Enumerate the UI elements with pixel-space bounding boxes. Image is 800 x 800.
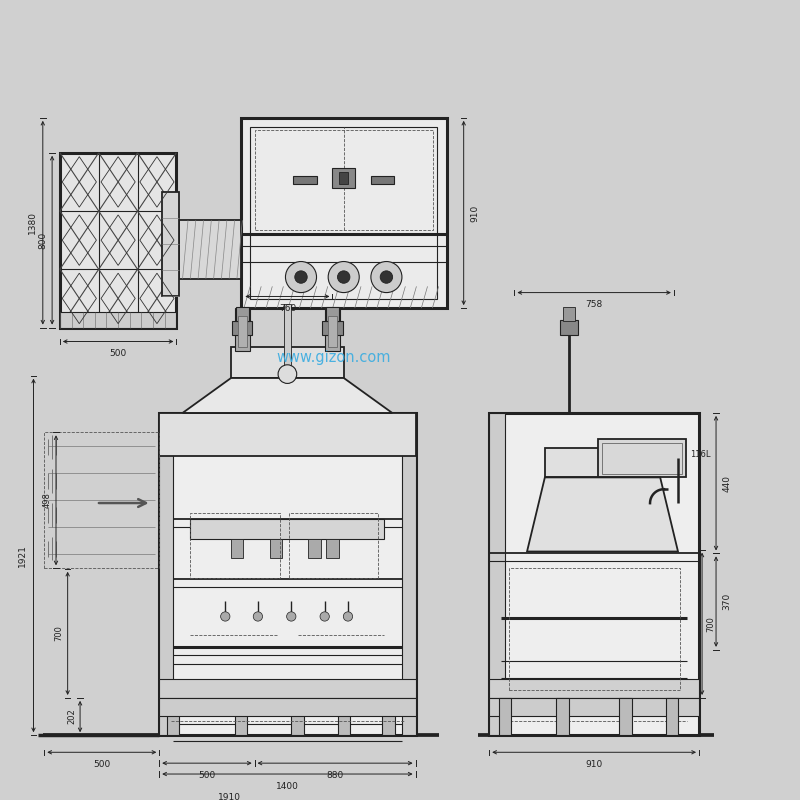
Bar [339,172,348,184]
Text: 1921: 1921 [18,544,27,567]
Circle shape [328,262,359,293]
Text: 1400: 1400 [276,782,299,790]
Circle shape [286,612,296,621]
Bar [167,698,179,735]
Bar [338,698,350,735]
Text: 758: 758 [586,300,602,310]
Bar [178,220,241,278]
Bar [270,538,282,558]
Bar [326,538,338,558]
Circle shape [254,612,262,621]
Bar [557,698,569,735]
Bar [60,312,176,327]
Bar [44,432,159,568]
Bar [190,513,280,578]
Circle shape [278,365,297,383]
Bar [231,347,344,378]
Bar [490,413,699,735]
Bar [490,413,505,735]
Text: 500: 500 [198,771,215,780]
Text: 370: 370 [722,593,731,610]
Bar [159,698,415,716]
Bar [328,316,337,347]
Bar [294,176,317,184]
Bar [232,322,253,335]
Text: 498: 498 [42,492,51,508]
Bar [332,168,355,188]
Bar [289,513,378,578]
Bar [562,307,575,322]
Bar [490,678,699,698]
Text: 440: 440 [722,474,731,492]
Bar [283,304,291,378]
Bar [241,118,446,308]
Text: 700: 700 [706,616,716,632]
Text: 910: 910 [470,204,479,222]
Bar [238,316,247,347]
Text: 500: 500 [93,760,110,769]
Bar [236,307,249,322]
Circle shape [320,612,330,621]
Bar [402,413,415,735]
Bar [308,538,321,558]
Bar [545,448,660,478]
Bar [162,192,179,297]
Bar [159,413,174,735]
Text: 1910: 1910 [218,793,242,800]
Bar [322,322,342,335]
Bar [509,568,679,690]
Bar [598,438,686,478]
Circle shape [371,262,402,293]
Text: 800: 800 [38,231,47,249]
Bar [159,678,415,698]
Circle shape [286,262,317,293]
Text: 1380: 1380 [27,211,37,234]
Bar [254,130,433,230]
Bar [291,698,304,735]
Bar [490,698,699,716]
Bar [325,308,340,351]
Circle shape [221,612,230,621]
Text: 760: 760 [278,304,296,314]
Bar [159,413,415,456]
Polygon shape [527,478,678,551]
Text: 910: 910 [586,760,602,769]
Bar [619,698,632,735]
Bar [666,698,678,735]
Text: www.gizon.com: www.gizon.com [277,350,391,365]
Circle shape [343,612,353,621]
Circle shape [380,271,393,283]
Text: 500: 500 [110,350,126,358]
Bar [498,698,511,735]
Polygon shape [182,378,392,413]
Bar [159,413,415,735]
Circle shape [294,271,307,283]
Text: 202: 202 [67,709,76,725]
Text: 700: 700 [54,626,63,642]
Text: 880: 880 [326,771,344,780]
Bar [560,320,578,335]
Bar [235,698,247,735]
Text: 116L: 116L [690,450,710,458]
Bar [190,519,385,538]
Circle shape [338,271,350,283]
Bar [234,308,250,351]
Bar [382,698,394,735]
Bar [371,176,394,184]
Bar [326,307,338,322]
Bar [250,127,438,298]
Bar [230,538,243,558]
Bar [602,442,682,474]
Bar [60,153,176,327]
